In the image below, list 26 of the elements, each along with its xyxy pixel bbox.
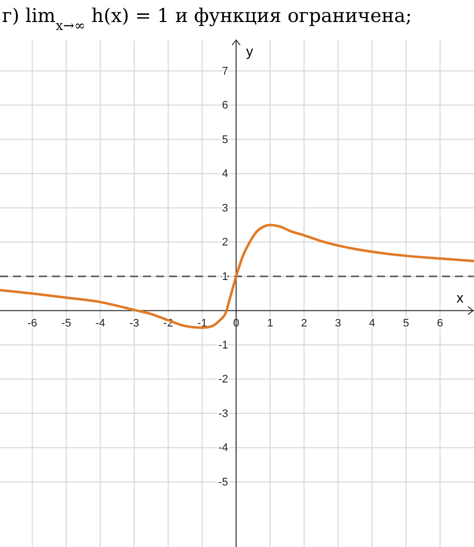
x-tick-label: -3 bbox=[129, 317, 140, 330]
x-tick-label: -1 bbox=[197, 317, 208, 330]
x-tick-label: 4 bbox=[369, 317, 376, 330]
x-tick-label: 2 bbox=[301, 317, 308, 330]
x-tick-label: -5 bbox=[61, 317, 72, 330]
y-tick-label: 7 bbox=[222, 65, 228, 78]
x-tick-label: 5 bbox=[402, 317, 410, 330]
y-tick-label: -3 bbox=[218, 408, 228, 420]
line-series bbox=[0, 224, 474, 330]
x-tick-label: 1 bbox=[267, 317, 274, 330]
y-tick-label: -5 bbox=[218, 476, 228, 488]
y-tick-label: 6 bbox=[222, 100, 228, 112]
x-tick-label: 3 bbox=[335, 317, 342, 330]
x-tick-label: -4 bbox=[95, 317, 106, 330]
y-tick-label: -2 bbox=[218, 374, 228, 386]
y-tick-label: 3 bbox=[222, 202, 228, 214]
y-tick-label: 5 bbox=[222, 134, 228, 146]
y-tick-label: 2 bbox=[222, 236, 228, 249]
y-tick-label: 4 bbox=[222, 168, 228, 180]
y-axis-title: y bbox=[246, 43, 254, 59]
y-tick-label: -1 bbox=[218, 339, 228, 352]
chart-title: г) lim$_{x→∞}$ h(x) = 1 и функция ограничена; bbox=[2, 5, 412, 34]
y-tick-label: -4 bbox=[218, 442, 228, 454]
x-tick-label: 6 bbox=[436, 317, 444, 330]
x-axis-title: x bbox=[456, 290, 464, 306]
x-tick-label: -6 bbox=[27, 317, 38, 330]
